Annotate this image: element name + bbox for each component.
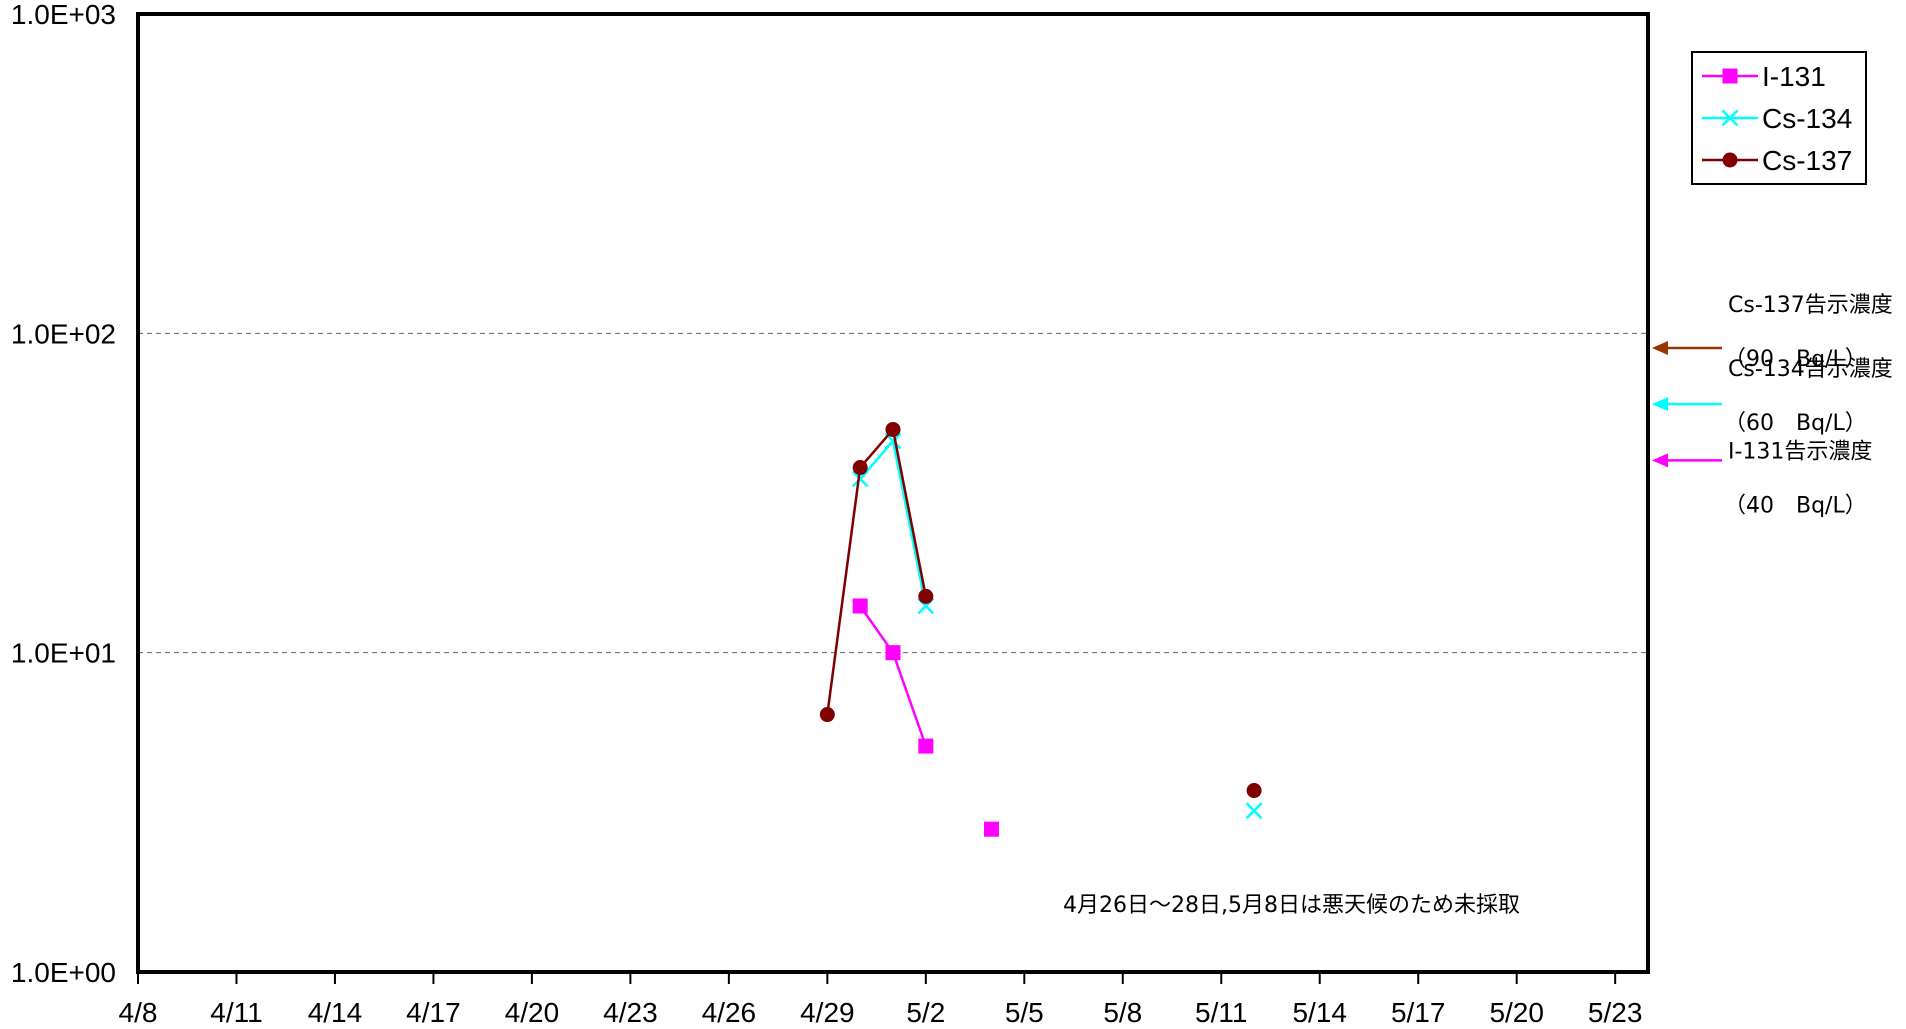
x-tick-label: 4/14 — [308, 997, 363, 1028]
limit-value-label: （40 Bq/L） — [1724, 493, 1867, 518]
data-point-x — [851, 470, 869, 488]
legend: I-131 Cs-134 Cs-137 — [1691, 51, 1867, 185]
x-tick-label: 4/11 — [210, 997, 262, 1028]
data-point-x — [1245, 802, 1263, 820]
limit-value-label: （90 Bq/L） — [1724, 347, 1867, 372]
x-tick-label: 4/26 — [702, 997, 757, 1028]
plot-area-frame — [136, 12, 1650, 974]
y-tick-label: 1.0E+00 — [11, 957, 116, 988]
data-series — [819, 421, 1263, 837]
limit-annotation: Cs-134告示濃度 （60 Bq/L） — [1652, 357, 1893, 436]
legend-label: Cs-137 — [1762, 145, 1852, 176]
x-tick-label: 5/23 — [1588, 997, 1643, 1028]
limit-value-label: （60 Bq/L） — [1724, 411, 1867, 436]
x-tick-label: 5/11 — [1195, 997, 1247, 1028]
legend-item: I-131 — [1702, 61, 1826, 92]
limit-annotations: Cs-137告示濃度 （90 Bq/L）Cs-134告示濃度 （60 Bq/L） I-… — [1652, 293, 1893, 518]
data-point-square — [918, 738, 934, 754]
series-cs-137 — [819, 421, 1262, 799]
data-point-circle — [1722, 152, 1738, 168]
data-point-circle — [918, 588, 934, 604]
limit-name-label: Cs-137告示濃度 — [1728, 293, 1893, 318]
y-tick-label: 1.0E+02 — [11, 318, 116, 349]
x-tick-label: 4/8 — [119, 997, 158, 1028]
x-tick-label: 5/17 — [1391, 997, 1446, 1028]
series-i-131 — [852, 598, 999, 837]
data-point-circle — [1246, 783, 1262, 799]
y-tick-label: 1.0E+03 — [11, 0, 116, 30]
data-point-square — [885, 645, 901, 661]
x-tick-label: 5/8 — [1103, 997, 1142, 1028]
x-tick-label: 5/20 — [1489, 997, 1544, 1028]
data-point-square — [1722, 68, 1738, 84]
y-tick-label: 1.0E+01 — [11, 638, 116, 669]
data-point-square — [983, 821, 999, 837]
x-tick-label: 4/29 — [800, 997, 855, 1028]
legend-label: Cs-134 — [1762, 103, 1852, 134]
legend-label: I-131 — [1762, 61, 1826, 92]
data-point-circle — [852, 460, 868, 476]
x-tick-label: 4/17 — [406, 997, 461, 1028]
data-point-x — [1721, 109, 1739, 127]
data-point-square — [852, 598, 868, 614]
limit-annotation: I-131告示濃度 （40 Bq/L） — [1652, 439, 1872, 518]
y-axis-ticks: 1.0E+03 1.0E+02 1.0E+01 1.0E+00 — [11, 0, 116, 988]
x-tick-label: 5/14 — [1292, 997, 1347, 1028]
limit-arrow-head — [1652, 397, 1668, 412]
series-line — [826, 426, 928, 715]
x-tick-label: 4/20 — [505, 997, 560, 1028]
limit-name-label: Cs-134告示濃度 — [1728, 357, 1893, 382]
limit-arrow-head — [1652, 340, 1668, 355]
limit-annotation: Cs-137告示濃度 （90 Bq/L） — [1652, 293, 1893, 372]
x-tick-label: 5/2 — [906, 997, 945, 1028]
limit-arrow-head — [1652, 453, 1668, 468]
x-tick-label: 4/23 — [603, 997, 658, 1028]
sampling-note: 4月26日～28日,5月8日は悪天候のため未採取 — [1063, 893, 1520, 918]
legend-item: Cs-134 — [1702, 103, 1852, 134]
limit-name-label: I-131告示濃度 — [1728, 439, 1872, 464]
data-point-circle — [819, 707, 835, 723]
x-axis-ticks: 4/8 4/11 4/14 4/17 4/20 4/23 4/26 4/29 5/2 5/5 5/8… — [119, 972, 1643, 1028]
legend-item: Cs-137 — [1702, 145, 1852, 176]
x-tick-label: 5/5 — [1005, 997, 1044, 1028]
data-point-circle — [885, 421, 901, 437]
